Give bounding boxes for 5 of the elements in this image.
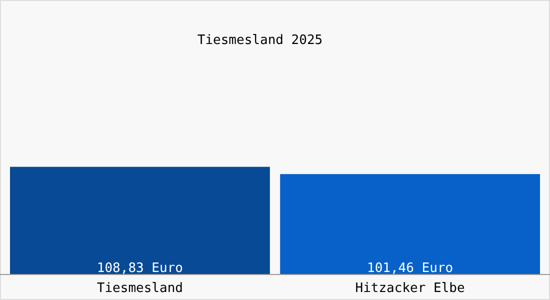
data-label: 108,83 Euro [96, 261, 183, 276]
x-tick-label: Hitzacker Elbe [355, 281, 466, 296]
chart-title: Tiesmesland 2025 [197, 33, 323, 48]
data-label: 101,46 Euro [367, 261, 454, 276]
x-tick-label: Tiesmesland [96, 281, 183, 296]
